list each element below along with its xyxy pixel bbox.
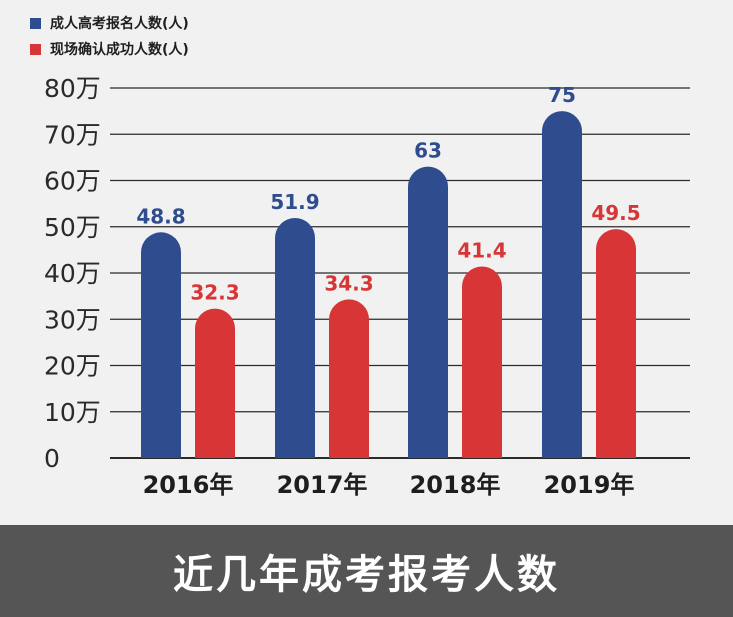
bar-chart: 0 10万 20万 30万 40万 50万 60万 70万 80万 48.8 32.3 2016年 51… <box>44 74 690 499</box>
x-tick-label: 2018年 <box>410 471 501 499</box>
legend-label-confirmed: 现场确认成功人数(人) <box>50 42 189 58</box>
y-tick-label: 20万 <box>44 352 101 381</box>
y-tick-label: 40万 <box>44 259 101 288</box>
bar <box>462 266 502 458</box>
data-label: 41.4 <box>457 239 506 263</box>
data-label: 32.3 <box>190 281 239 305</box>
chart-title: 近几年成考报考人数 <box>173 552 560 598</box>
bar <box>542 111 582 458</box>
y-tick-label: 50万 <box>44 213 101 242</box>
y-tick-label: 10万 <box>44 398 101 427</box>
legend-swatch-confirmed <box>30 43 41 55</box>
y-tick-label: 60万 <box>44 167 101 196</box>
data-label: 63 <box>414 139 442 163</box>
y-tick-label: 30万 <box>44 305 101 334</box>
legend: 成人高考报名人数(人) 现场确认成功人数(人) <box>30 10 189 62</box>
bar <box>596 229 636 458</box>
data-label: 75 <box>548 83 576 107</box>
x-tick-label: 2019年 <box>544 471 635 499</box>
y-tick-label: 70万 <box>44 120 101 149</box>
data-label: 34.3 <box>324 271 373 295</box>
footer-banner: 近几年成考报考人数 <box>0 525 733 617</box>
data-label: 51.9 <box>270 190 319 214</box>
x-tick-label: 2016年 <box>143 471 234 499</box>
y-tick-label: 0 <box>44 444 60 473</box>
bar <box>195 308 235 458</box>
legend-label-registered: 成人高考报名人数(人) <box>50 16 189 32</box>
bar <box>141 232 181 458</box>
bar <box>275 217 315 458</box>
legend-swatch-registered <box>30 17 41 29</box>
bar <box>408 166 448 458</box>
bar <box>329 299 369 458</box>
legend-item-confirmed: 现场确认成功人数(人) <box>30 36 189 62</box>
y-tick-label: 80万 <box>44 74 101 103</box>
data-label: 48.8 <box>136 204 185 228</box>
x-tick-label: 2017年 <box>277 471 368 499</box>
data-label: 49.5 <box>591 201 640 225</box>
legend-item-registered: 成人高考报名人数(人) <box>30 10 189 36</box>
